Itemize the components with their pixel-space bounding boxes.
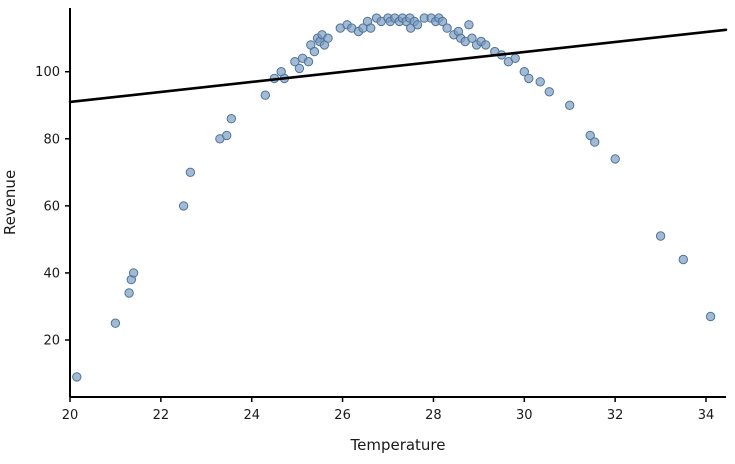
data-point (437, 16, 448, 27)
data-point (309, 46, 320, 57)
x-tick-label: 32 (607, 408, 624, 423)
data-point (185, 167, 196, 178)
trend-line (68, 28, 728, 104)
data-point (226, 114, 237, 124)
data-point (519, 67, 529, 77)
data-point (510, 53, 520, 63)
data-point (535, 77, 545, 87)
x-tick-label: 30 (516, 408, 533, 423)
x-tick-label: 28 (425, 408, 442, 423)
data-point (260, 90, 270, 100)
y-tick-label: 80 (43, 132, 60, 147)
scatter-points (72, 13, 716, 382)
data-point (442, 23, 452, 33)
axes-spines (69, 8, 726, 398)
data-point (678, 254, 688, 265)
data-point (110, 318, 121, 328)
data-point (467, 33, 477, 43)
data-point (590, 137, 600, 147)
data-point (124, 288, 134, 298)
x-tick-label: 20 (62, 408, 79, 423)
data-point (128, 268, 139, 278)
x-tick-label: 26 (334, 408, 351, 423)
x-tick-label: 34 (698, 408, 715, 423)
data-point (303, 57, 314, 67)
data-point (655, 231, 666, 241)
trend-line-layer (68, 28, 728, 104)
data-point (290, 57, 300, 67)
x-axis-label: Temperature (349, 436, 445, 454)
data-point (294, 63, 305, 74)
data-point (705, 311, 716, 322)
y-axis-label: Revenue (1, 170, 19, 235)
data-point (464, 20, 474, 30)
y-tick-label: 60 (43, 199, 60, 214)
data-point (481, 40, 491, 50)
x-tick-label: 22 (153, 408, 170, 423)
data-point (610, 154, 620, 164)
data-point (565, 100, 575, 111)
data-point (366, 23, 376, 33)
data-point (72, 372, 82, 382)
data-point (323, 33, 333, 43)
data-point (222, 130, 232, 141)
data-point (544, 87, 554, 97)
x-tick-label: 24 (243, 408, 260, 423)
data-point (524, 73, 534, 84)
y-tick-label: 20 (43, 333, 60, 348)
y-tick-label: 100 (35, 65, 60, 80)
data-point (178, 201, 189, 211)
data-point (585, 130, 595, 141)
data-point (412, 20, 423, 30)
y-tick-label: 40 (43, 266, 60, 281)
axis-ticks: 20 22 24 26 28 30 32 34 20 40 60 80 100 (35, 65, 714, 423)
